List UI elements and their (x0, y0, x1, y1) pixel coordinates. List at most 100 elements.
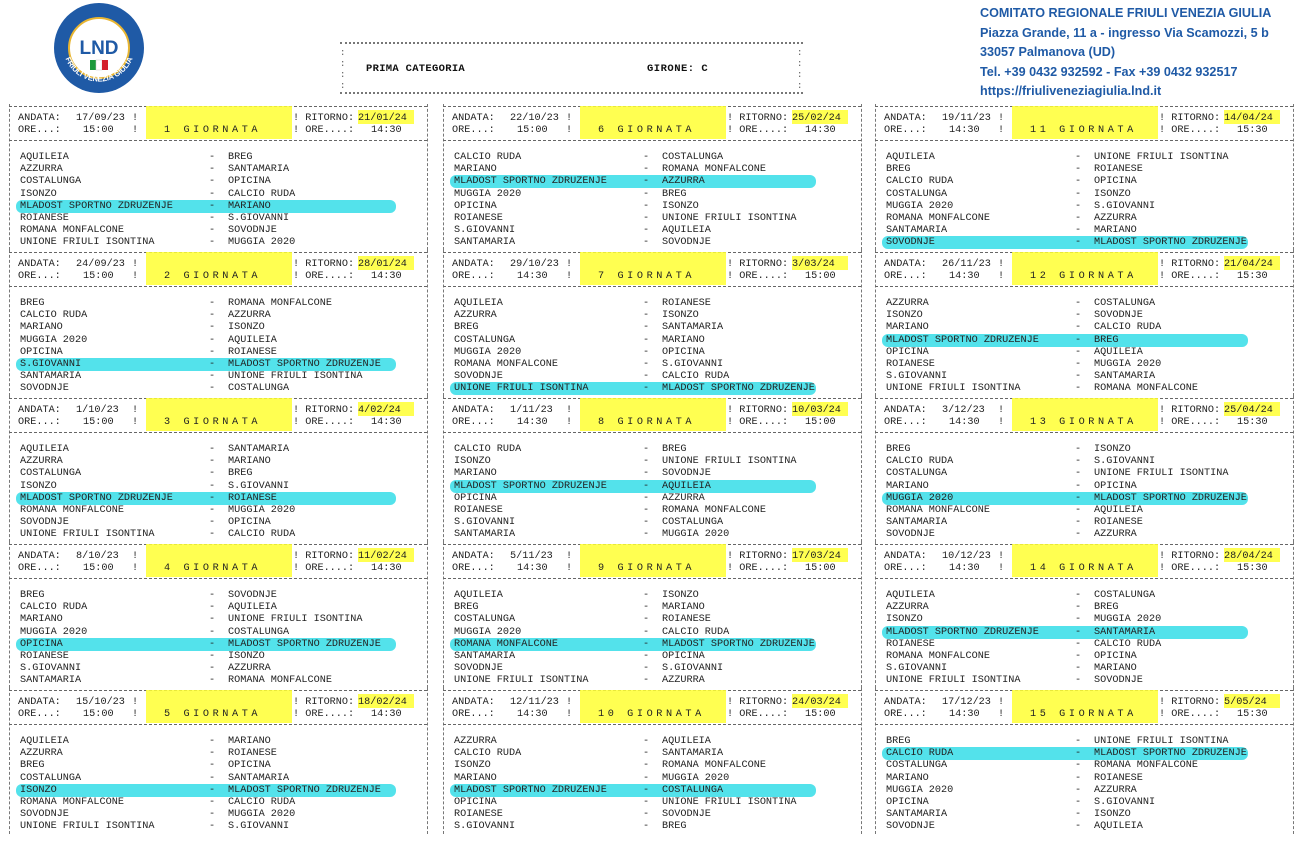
match-separator: - (1075, 638, 1082, 650)
match-separator: - (643, 310, 650, 322)
match-row: MUGGIA 2020 - AZZURRA (872, 785, 1298, 797)
away-team: AQUILEIA (662, 480, 711, 492)
andata-label: ANDATA: (452, 551, 495, 562)
away-team: CALCIO RUDA (228, 529, 296, 541)
giornata-number: 6 (598, 125, 618, 136)
match-separator: - (643, 529, 650, 541)
andata-excl: ! (132, 113, 139, 124)
match-row: CALCIO RUDA - OPICINA (872, 176, 1298, 188)
home-team: ROMANA MONFALCONE (886, 505, 990, 516)
match-row: CALCIO RUDA - AQUILEIA (6, 602, 432, 614)
match-row: BREG - UNIONE FRIULI ISONTINA (872, 736, 1298, 748)
match-row: CALCIO RUDA - SANTAMARIA (440, 748, 866, 760)
ore-andata: 15:00 (83, 563, 114, 574)
match-row: ROMANA MONFALCONE - MLADOST SPORTNO ZDRUZE… (440, 639, 866, 651)
home-team: MARIANO (886, 772, 929, 784)
round-header-rule (875, 724, 1293, 725)
match-row: SANTAMARIA - SOVODNJE (440, 237, 866, 249)
match-row: MARIANO - ISONZO (6, 322, 432, 334)
match-row: SOVODNJE - MUGGIA 2020 (6, 809, 432, 821)
away-team: COSTALUNGA (662, 152, 724, 163)
ore-ritorno: 14:30 (371, 271, 402, 282)
round-header-rule (443, 286, 861, 287)
ore-ritorno-label: ! ORE....: (727, 417, 789, 428)
match-separator: - (643, 359, 650, 370)
home-team: ROIANESE (454, 809, 503, 821)
away-team: SANTAMARIA (662, 322, 724, 334)
andata-date: 29/10/23 (510, 259, 559, 270)
away-team: MLADOST SPORTNO ZDRUZENJE (1094, 492, 1247, 504)
match-separator: - (209, 383, 216, 395)
away-team: UNIONE FRIULI ISONTINA (1094, 736, 1229, 747)
match-separator: - (209, 322, 216, 334)
ore-label: ORE...: (18, 417, 61, 428)
ore-ritorno-label: ! ORE....: (1159, 271, 1221, 282)
home-team: ROIANESE (886, 359, 935, 370)
home-team: CALCIO RUDA (20, 310, 88, 322)
match-separator: - (643, 784, 650, 796)
giornata-number: 5 (164, 709, 184, 720)
round-block-7: ANDATA: 29/10/23! ! RITORNO: 3/03/24 ORE...:… (440, 250, 866, 396)
match-row: MLADOST SPORTNO ZDRUZENJE - AZZURRA (440, 176, 866, 188)
ritorno-label: ! RITORNO: (1159, 113, 1221, 124)
match-separator: - (1075, 614, 1082, 626)
committee-name: COMITATO REGIONALE FRIULI VENEZIA GIULIA (980, 6, 1272, 20)
home-team: AQUILEIA (886, 152, 935, 163)
round-block-8: ANDATA: 1/11/23! ! RITORNO: 10/03/24 ORE...:… (440, 396, 866, 542)
ore-excl: ! (566, 125, 573, 136)
away-team: SOVODNJE (228, 590, 277, 601)
away-team: SANTAMARIA (228, 772, 290, 784)
match-separator: - (643, 772, 650, 784)
match-separator: - (1075, 517, 1082, 529)
match-row: MUGGIA 2020 - AQUILEIA (6, 335, 432, 347)
giornata-word: GIORNATA (1059, 417, 1137, 428)
away-team: SOVODNJE (1094, 675, 1143, 687)
away-team: ROIANESE (1094, 164, 1143, 176)
highlighted-match (16, 199, 396, 213)
schedule-column-2: ANDATA: 22/10/23!! RITORNO: 25/02/24 ORE...… (440, 104, 866, 846)
schedule-column-1: ANDATA: 17/09/23!! RITORNO: 21/01/24 ORE...… (6, 104, 432, 846)
away-team: ROMANA MONFALCONE (1094, 383, 1198, 395)
home-team: S.GIOVANNI (886, 371, 948, 383)
match-separator: - (1075, 225, 1082, 237)
giornata-number: 2 (164, 271, 184, 282)
andata-label: ANDATA: (452, 113, 495, 124)
match-separator: - (209, 444, 216, 455)
ritorno-label: ! RITORNO: (727, 113, 789, 124)
match-separator: - (643, 797, 650, 808)
match-row: ROIANESE - UNIONE FRIULI ISONTINA (440, 213, 866, 225)
away-team: AQUILEIA (1094, 821, 1143, 833)
match-row: MLADOST SPORTNO ZDRUZENJE - COSTALUNGA (440, 785, 866, 797)
ore-excl: ! (566, 271, 573, 282)
match-row: SOVODNJE - CALCIO RUDA (440, 371, 866, 383)
andata-excl: ! (132, 551, 139, 562)
ore-andata: 14:30 (949, 125, 980, 136)
ore-ritorno: 15:00 (805, 563, 836, 574)
ore-label: ORE...: (452, 271, 495, 282)
match-separator: - (209, 346, 216, 358)
giornata-highlight (580, 252, 726, 285)
home-team: SOVODNJE (20, 517, 69, 529)
round-block-9: ANDATA: 5/11/23! ! RITORNO: 17/03/24 ORE...:… (440, 542, 866, 688)
round-block-6: ANDATA: 22/10/23! ! RITORNO: 25/02/24 ORE...… (440, 104, 866, 250)
logo-text: LND (79, 38, 118, 59)
match-separator: - (209, 760, 216, 772)
ritorno-label: ! RITORNO: (293, 551, 355, 562)
home-team: MUGGIA 2020 (454, 626, 522, 638)
andata-excl: ! (566, 259, 573, 270)
away-team: OPICINA (228, 517, 271, 529)
away-team: ISONZO (228, 651, 265, 662)
ritorno-label: ! RITORNO: (293, 405, 355, 416)
ritorno-date: 3/03/24 (792, 259, 835, 270)
committee-website[interactable]: https://friuliveneziagiulia.lnd.it (980, 84, 1162, 98)
match-separator: - (209, 784, 216, 796)
away-team: ROIANESE (662, 298, 711, 309)
match-separator: - (643, 444, 650, 455)
match-separator: - (1075, 748, 1082, 760)
match-row: SOVODNJE - AQUILEIA (872, 821, 1298, 833)
away-team: ISONZO (228, 322, 265, 334)
match-row: S.GIOVANNI - MLADOST SPORTNO ZDRUZENJE (6, 359, 432, 371)
ore-ritorno: 14:30 (805, 125, 836, 136)
away-team: SANTAMARIA (1094, 626, 1156, 638)
round-block-12: ANDATA: 26/11/23! ! RITORNO: 21/04/24 ORE...… (872, 250, 1298, 396)
